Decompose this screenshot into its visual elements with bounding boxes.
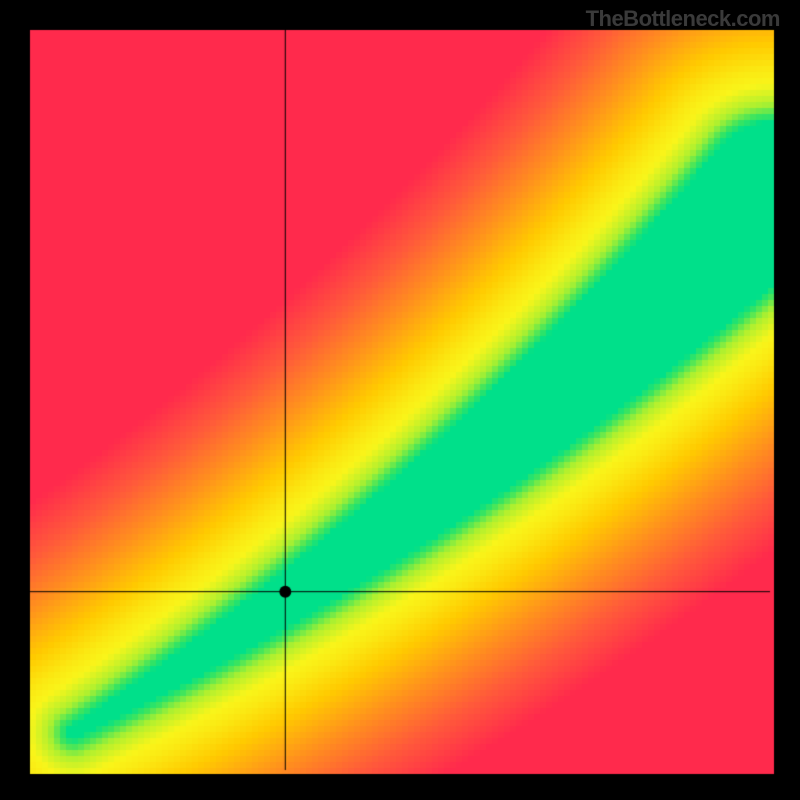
root: TheBottleneck.com <box>0 0 800 800</box>
heatmap-canvas <box>0 0 800 800</box>
watermark-text: TheBottleneck.com <box>586 6 780 32</box>
